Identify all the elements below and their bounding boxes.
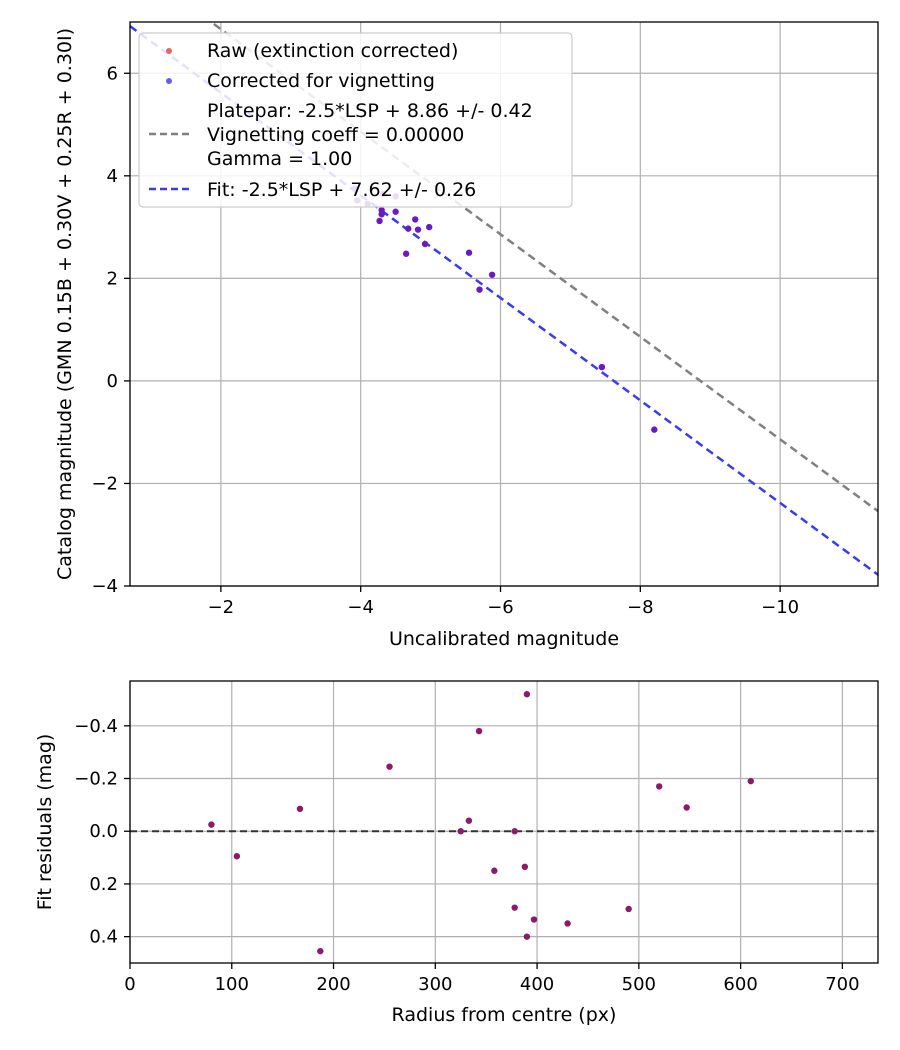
top-x-axis-label: Uncalibrated magnitude — [389, 628, 619, 650]
top-plot-frame — [129, 21, 879, 587]
data-point — [747, 777, 754, 785]
y-tick-label: 2 — [107, 268, 118, 289]
x-tick-label: 0 — [124, 974, 135, 995]
x-tick-label: 600 — [723, 974, 757, 995]
data-point — [511, 904, 518, 911]
residuals-chart: 0 100 200 300 400 500 600 700 −0.4 −0.2 0.0 0.2 0.4… — [34, 680, 879, 1026]
x-tick-label: −6 — [487, 597, 514, 618]
data-point — [465, 817, 473, 824]
legend-platepar-label: Platepar: -2.5*LSP + 8.86 +/- 0.42 — [207, 100, 533, 122]
data-point — [491, 867, 498, 874]
data-point — [386, 763, 393, 770]
magnitude-calibration-chart: −2 −4 −6 −8 −10 −4 −2 0 2 4 6 Uncalibrated magnit… — [54, 21, 879, 650]
data-point — [233, 853, 241, 860]
data-point — [405, 225, 412, 232]
bottom-data-points — [208, 690, 754, 955]
y-tick-label: −0.4 — [74, 716, 118, 737]
data-point — [317, 947, 324, 955]
data-point — [465, 249, 473, 256]
x-tick-label: 200 — [316, 974, 350, 995]
y-tick-label: −2 — [91, 473, 118, 494]
x-tick-label: −2 — [208, 597, 235, 618]
data-point — [651, 426, 658, 433]
x-tick-label: −8 — [627, 597, 654, 618]
x-tick-label: 400 — [520, 974, 554, 995]
bottom-y-axis-ticks: −0.4 −0.2 0.0 0.2 0.4 — [74, 716, 130, 948]
data-point — [376, 217, 383, 225]
y-tick-label: 0.0 — [89, 821, 118, 842]
fit-line-platepar — [208, 22, 878, 513]
bottom-plot-frame — [129, 680, 879, 964]
legend-corrected-label: Corrected for vignetting — [207, 70, 435, 92]
legend-corrected-marker — [166, 78, 172, 84]
data-point — [521, 863, 529, 871]
data-point — [523, 690, 531, 698]
x-tick-label: 500 — [622, 974, 656, 995]
x-tick-label: −4 — [347, 597, 374, 618]
top-legend: Raw (extinction corrected) Corrected for… — [138, 32, 573, 208]
legend-box — [138, 32, 573, 208]
data-point — [530, 916, 538, 923]
data-point — [412, 216, 419, 223]
data-point — [475, 727, 483, 735]
data-point — [421, 240, 429, 248]
data-point — [625, 905, 632, 913]
data-point — [296, 805, 304, 813]
data-point — [683, 804, 690, 811]
data-point — [414, 226, 422, 233]
data-point — [457, 828, 464, 835]
x-tick-label: 300 — [418, 974, 452, 995]
top-fit-lines — [130, 22, 878, 576]
x-tick-label: −10 — [761, 597, 799, 618]
data-point — [564, 920, 571, 927]
data-point — [208, 821, 215, 828]
data-point — [488, 271, 496, 278]
y-tick-label: 0 — [107, 371, 118, 392]
data-point — [392, 208, 399, 215]
x-tick-label: 100 — [215, 974, 249, 995]
data-point — [511, 828, 518, 835]
bottom-x-axis-ticks: 0 100 200 300 400 500 600 700 — [124, 963, 860, 995]
top-x-axis-ticks: −2 −4 −6 −8 −10 — [208, 586, 799, 618]
data-point — [523, 933, 531, 940]
data-point — [476, 286, 483, 293]
y-tick-label: 4 — [107, 166, 118, 187]
bottom-y-axis-label: Fit residuals (mag) — [34, 734, 56, 911]
y-tick-label: −0.2 — [74, 769, 118, 790]
y-tick-label: 0.4 — [89, 927, 118, 948]
fit-line-fit — [130, 25, 878, 576]
y-tick-label: 0.2 — [89, 874, 118, 895]
data-point — [402, 250, 410, 257]
data-point — [655, 783, 663, 790]
data-point — [378, 211, 385, 218]
y-tick-label: 6 — [107, 63, 118, 84]
legend-raw-label: Raw (extinction corrected) — [207, 40, 458, 62]
y-tick-label: −4 — [91, 576, 118, 597]
x-tick-label: 700 — [825, 974, 859, 995]
top-y-axis-ticks: −4 −2 0 2 4 6 — [91, 63, 130, 597]
legend-fit-label: Fit: -2.5*LSP + 7.62 +/- 0.26 — [207, 179, 476, 201]
legend-vignetting-label: Vignetting coeff = 0.00000 — [207, 124, 464, 146]
bottom-x-axis-label: Radius from centre (px) — [392, 1004, 617, 1026]
data-point — [598, 363, 606, 371]
bottom-gridlines — [129, 681, 878, 963]
legend-gamma-label: Gamma = 1.00 — [207, 148, 352, 170]
top-y-axis-label: Catalog magnitude (GMN 0.15B + 0.30V + 0… — [54, 28, 76, 580]
legend-raw-marker — [166, 48, 172, 54]
data-point — [426, 223, 433, 231]
